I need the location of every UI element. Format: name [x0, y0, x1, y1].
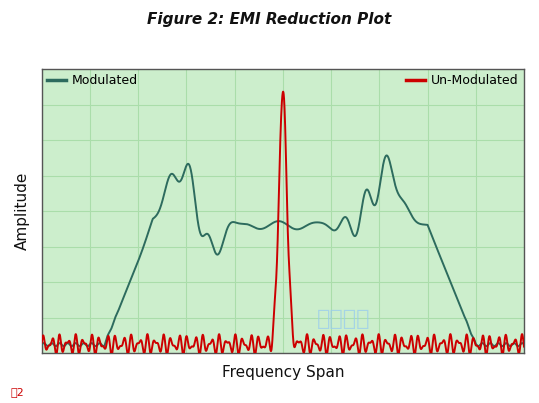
- X-axis label: Frequency Span: Frequency Span: [222, 365, 344, 380]
- Y-axis label: Amplitude: Amplitude: [15, 172, 30, 250]
- Text: 龙湖电子: 龙湖电子: [316, 309, 370, 329]
- Text: Figure 2: EMI Reduction Plot: Figure 2: EMI Reduction Plot: [147, 12, 392, 27]
- Text: 图2: 图2: [11, 387, 25, 397]
- Legend: Un-Modulated: Un-Modulated: [402, 69, 524, 92]
